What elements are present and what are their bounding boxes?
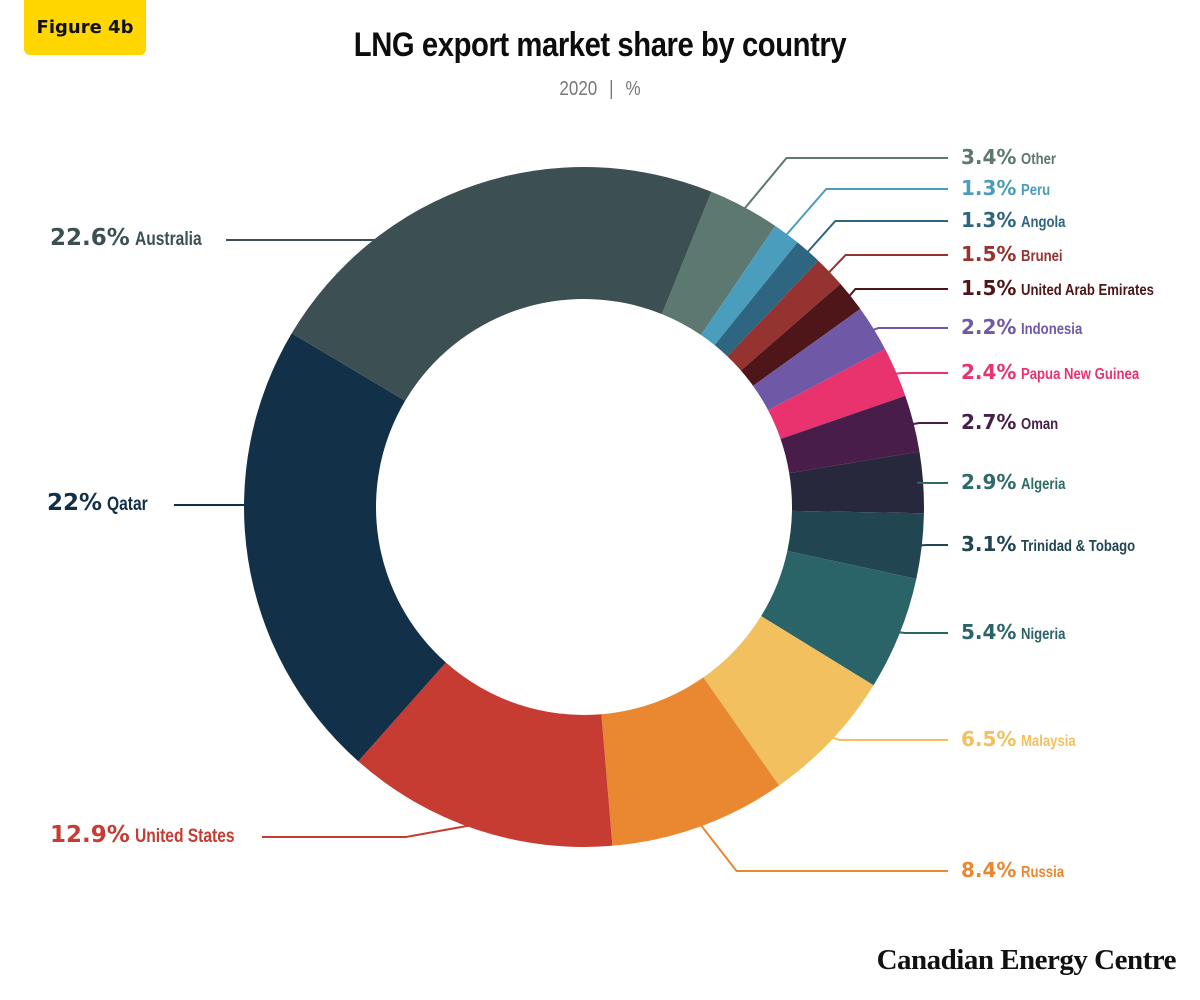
slice-name: Australia	[134, 229, 202, 250]
slice-name: Oman	[1021, 416, 1059, 433]
slice-percent: 6.5%	[961, 727, 1017, 751]
slice-percent: 3.4%	[961, 145, 1017, 169]
brand-logo: Canadian Energy Centre	[876, 944, 1177, 976]
slice-percent: 5.4%	[961, 620, 1017, 644]
slice-united-arab-emirates	[740, 283, 861, 386]
slice-malaysia	[703, 616, 874, 786]
label-qatar: 22% Qatar	[47, 492, 157, 515]
slice-indonesia	[753, 308, 885, 411]
figure-badge-label: Figure 4b	[36, 17, 134, 38]
slice-name: United States	[134, 826, 235, 847]
slice-percent: 1.3%	[961, 176, 1017, 200]
slice-percent: 3.1%	[961, 532, 1017, 556]
slice-name: Indonesia	[1021, 321, 1083, 338]
leader-line	[826, 735, 948, 741]
label-russia: 8.4% Russia	[961, 860, 1074, 881]
slice-brunei	[727, 260, 841, 371]
slice-name: Algeria	[1021, 476, 1066, 493]
subtitle-year: 2020	[559, 78, 598, 100]
leader-line	[696, 820, 948, 872]
slice-name: Brunei	[1021, 248, 1064, 265]
label-trinidad-tobago: 3.1% Trinidad & Tobago	[961, 534, 1161, 555]
label-papua-new-guinea: 2.4% Papua New Guinea	[961, 362, 1166, 383]
slice-name: Trinidad & Tobago	[1021, 538, 1136, 555]
slice-percent: 2.9%	[961, 470, 1017, 494]
label-united-states: 12.9% United States	[50, 824, 256, 847]
slice-percent: 1.5%	[961, 242, 1017, 266]
slice-other	[661, 191, 776, 336]
label-angola: 1.3% Angola	[961, 210, 1076, 231]
slice-name: Angola	[1021, 214, 1066, 231]
label-other: 3.4% Other	[961, 147, 1064, 168]
slice-name: Russia	[1021, 864, 1065, 881]
slice-percent: 22%	[47, 490, 103, 516]
slice-name: Papua New Guinea	[1021, 366, 1140, 383]
slice-percent: 8.4%	[961, 858, 1017, 882]
slice-qatar	[244, 333, 446, 762]
leader-line	[915, 544, 948, 547]
leader-line	[890, 372, 948, 376]
slice-name: Malaysia	[1021, 733, 1077, 750]
leader-line	[262, 822, 479, 838]
label-australia: 22.6% Australia	[50, 227, 216, 250]
slice-percent: 2.2%	[961, 315, 1017, 339]
label-algeria: 2.9% Algeria	[961, 472, 1076, 493]
leader-line	[893, 630, 948, 634]
label-indonesia: 2.2% Indonesia	[961, 317, 1096, 338]
leader-line	[740, 157, 948, 214]
subtitle-separator: |	[609, 78, 614, 100]
leader-line	[824, 254, 948, 277]
slice-united-states	[358, 662, 613, 847]
label-malaysia: 6.5% Malaysia	[961, 729, 1088, 750]
label-peru: 1.3% Peru	[961, 178, 1057, 199]
slice-russia	[601, 677, 780, 846]
slice-trinidad-tobago	[787, 510, 924, 579]
slice-nigeria	[761, 550, 917, 686]
slice-percent: 22.6%	[50, 225, 130, 251]
leader-line	[867, 327, 948, 333]
slice-percent: 1.3%	[961, 208, 1017, 232]
leader-line	[907, 422, 948, 426]
slice-australia	[291, 167, 712, 401]
figure-badge: Figure 4b	[24, 0, 146, 55]
slice-algeria	[789, 451, 925, 514]
label-brunei: 1.5% Brunei	[961, 244, 1072, 265]
leader-line	[782, 188, 948, 240]
chart-subtitle: 2020 |%	[90, 78, 1110, 101]
slice-percent: 1.5%	[961, 276, 1017, 300]
chart-title: LNG export market share by country	[353, 26, 847, 64]
slice-name: Qatar	[107, 494, 148, 515]
label-oman: 2.7% Oman	[961, 412, 1067, 433]
subtitle-unit: %	[625, 78, 641, 100]
slice-percent: 2.7%	[961, 410, 1017, 434]
slice-percent: 12.9%	[50, 822, 130, 848]
label-nigeria: 5.4% Nigeria	[961, 622, 1076, 643]
slice-name: Nigeria	[1021, 626, 1066, 643]
slice-name: Peru	[1021, 182, 1051, 199]
slice-name: United Arab Emirates	[1021, 282, 1155, 299]
slice-peru	[700, 225, 798, 346]
slice-name: Other	[1021, 151, 1057, 168]
slice-percent: 2.4%	[961, 360, 1017, 384]
slice-papua-new-guinea	[768, 348, 906, 439]
leader-line	[803, 220, 948, 257]
slice-oman	[780, 395, 920, 474]
label-united-arab-emirates: 1.5% United Arab Emirates	[961, 278, 1184, 299]
slice-angola	[714, 242, 819, 357]
leader-line	[845, 288, 948, 301]
